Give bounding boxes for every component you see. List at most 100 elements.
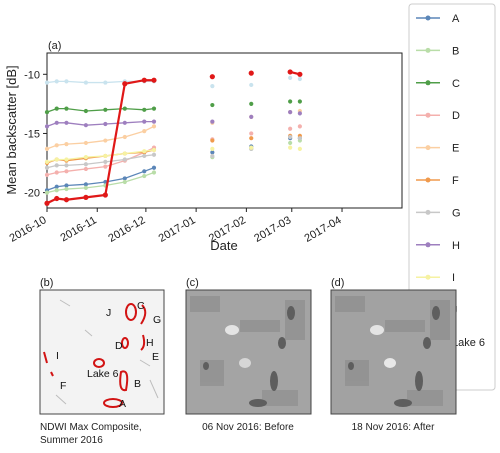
data-point-c <box>83 108 89 114</box>
data-point-j <box>297 76 302 82</box>
data-point-h <box>297 111 302 116</box>
map-label-lake-6: Lake 6 <box>87 368 119 380</box>
series-i <box>44 145 302 164</box>
data-point-h <box>44 124 50 129</box>
legend-label: A <box>452 13 460 25</box>
data-point-d <box>44 172 50 177</box>
data-point-g <box>122 157 127 162</box>
map-label-c: C <box>137 300 145 312</box>
map-label-e: E <box>152 351 159 363</box>
sar-texture-before <box>190 296 305 406</box>
data-point-lake-6 <box>209 74 215 80</box>
data-point-g <box>83 162 89 167</box>
data-point-lake-6 <box>54 195 60 202</box>
data-point-h <box>210 119 215 124</box>
data-point-b <box>151 170 157 175</box>
legend-label: F <box>452 175 459 187</box>
data-point-lake-6 <box>248 70 254 76</box>
legend-item-e: E <box>416 143 459 155</box>
legend-swatch-marker <box>425 242 431 248</box>
data-point-i <box>54 157 59 162</box>
data-point-b <box>122 179 127 185</box>
data-point-e <box>83 140 89 146</box>
x-tick-label: 2017-03 <box>252 214 293 245</box>
data-point-i <box>249 145 254 150</box>
data-point-d <box>54 170 59 175</box>
data-point-i <box>297 146 302 151</box>
data-point-lake-6 <box>83 194 89 200</box>
data-point-a <box>122 176 127 181</box>
data-point-g <box>297 136 302 141</box>
series-e <box>44 108 302 151</box>
sar-lakes-before <box>203 306 295 407</box>
legend-item-b: B <box>416 45 459 57</box>
data-point-b <box>54 188 59 193</box>
x-tick-label: 2016-12 <box>106 214 147 245</box>
data-point-j <box>54 79 59 84</box>
panel-d: (d) 18 Nov 2016: After <box>330 277 457 433</box>
data-point-c <box>142 107 147 112</box>
map-label-f: F <box>60 380 66 392</box>
data-point-e <box>54 143 59 148</box>
data-point-g <box>44 165 50 170</box>
data-point-b <box>288 140 293 146</box>
data-point-b <box>142 173 147 179</box>
data-point-d <box>103 164 108 169</box>
legend-item-d: D <box>416 110 460 122</box>
data-point-lake-6 <box>297 71 303 77</box>
map-label-j: J <box>106 307 111 319</box>
data-point-i <box>122 151 127 156</box>
legend-swatch-marker <box>425 15 431 21</box>
data-point-a <box>210 150 215 155</box>
y-tick-label: -20 <box>24 188 40 200</box>
legend-label: I <box>452 272 455 284</box>
data-point-c <box>44 110 50 115</box>
data-point-d <box>64 169 69 174</box>
data-point-i <box>142 149 147 154</box>
data-point-h <box>151 119 157 124</box>
y-tick-label: -10 <box>24 69 40 81</box>
data-point-j <box>210 84 215 89</box>
y-axis-title: Mean backscatter [dB] <box>4 65 19 194</box>
data-point-g <box>64 163 69 168</box>
data-point-c <box>297 99 302 104</box>
legend-label: H <box>452 240 460 252</box>
map-label-d: D <box>115 340 123 352</box>
data-point-j <box>44 80 50 85</box>
data-point-d <box>83 166 89 172</box>
data-point-lake-6 <box>287 69 293 75</box>
data-point-e <box>122 134 127 140</box>
data-point-c <box>103 107 108 112</box>
data-point-c <box>64 106 69 111</box>
data-point-lake-6 <box>63 197 70 203</box>
legend-swatch-marker <box>425 112 431 118</box>
data-point-a <box>151 165 157 170</box>
ndwi-faint-features <box>55 299 159 405</box>
data-point-lake-6 <box>122 81 128 87</box>
panel-label-a: (a) <box>48 40 61 52</box>
data-point-h <box>249 114 254 119</box>
data-point-h <box>288 110 293 115</box>
data-point-g <box>210 153 215 159</box>
data-point-c <box>122 106 127 111</box>
legend-item-i: I <box>416 272 455 284</box>
data-point-i <box>103 153 108 159</box>
data-point-e <box>44 146 50 151</box>
data-point-i <box>64 157 69 162</box>
data-point-i <box>44 159 50 164</box>
map-label-i: I <box>56 350 59 362</box>
data-point-lake-6 <box>44 200 50 206</box>
legend-label: D <box>452 110 460 122</box>
data-point-b <box>44 190 50 195</box>
data-point-b <box>64 186 69 192</box>
data-point-h <box>142 119 147 124</box>
legend-swatch-marker <box>425 47 431 53</box>
data-point-a <box>54 184 59 189</box>
legend-label: E <box>452 143 459 155</box>
plot-frame <box>46 52 403 209</box>
data-point-lake-6 <box>151 77 157 83</box>
y-tick-label: -15 <box>24 128 40 140</box>
data-point-j <box>288 75 293 80</box>
data-point-f <box>210 138 215 143</box>
